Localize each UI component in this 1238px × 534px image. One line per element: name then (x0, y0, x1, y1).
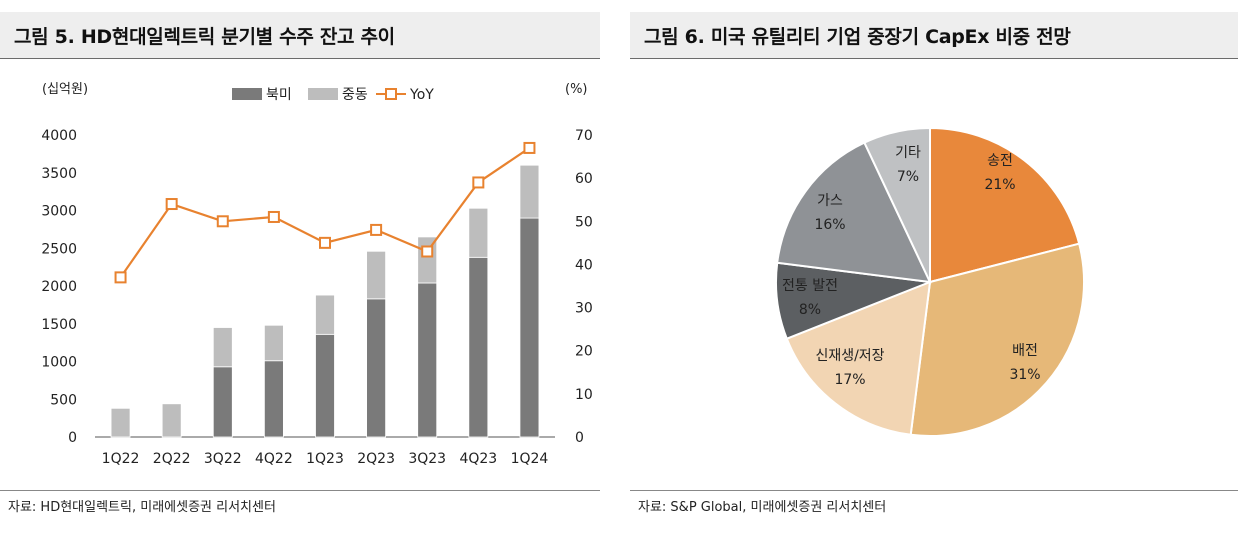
y-right-tick-label: 30 (575, 301, 593, 317)
y-left-tick-label: 4000 (41, 128, 77, 144)
pie-label-배전: 배전 (1012, 343, 1038, 359)
pie-slice-송전 (929, 126, 1081, 284)
pie-slice-기타 (863, 126, 931, 283)
x-tick-label: 2Q22 (153, 451, 191, 467)
y-right-axis-title: (%) (565, 82, 588, 97)
y-left-tick-label: 0 (68, 430, 77, 446)
pie-label-기타: 기타 (895, 145, 921, 161)
x-tick-label: 1Q22 (102, 451, 140, 467)
bar-북미 (263, 360, 284, 438)
bar-북미 (315, 333, 335, 438)
pie-slice-배전 (909, 242, 1085, 437)
bar-북미 (519, 217, 540, 438)
left-title-bar: 그림 5. HD현대일렉트릭 분기별 수주 잔고 추이 (0, 12, 600, 59)
x-tick-label: 1Q23 (306, 451, 344, 467)
legend-label-북미: 북미 (266, 87, 292, 103)
yoy-point (319, 236, 331, 249)
right-title: 그림 6. 미국 유틸리티 기업 중장기 CapEx 비중 전망 (644, 26, 1071, 48)
legend-swatch-중동 (308, 88, 338, 100)
pie-pct-기타: 7% (897, 169, 919, 185)
bar-북미 (468, 256, 489, 438)
y-right-tick-label: 40 (575, 257, 593, 273)
y-right-tick-label: 70 (575, 128, 593, 144)
y-left-tick-label: 1500 (41, 317, 77, 333)
y-right-tick-label: 50 (575, 214, 593, 230)
bar-중동 (468, 207, 489, 258)
y-right-tick-label: 60 (575, 171, 593, 187)
left-title: 그림 5. HD현대일렉트릭 분기별 수주 잔고 추이 (14, 26, 395, 48)
pie-pct-송전: 21% (984, 177, 1015, 193)
y-right-tick-label: 10 (575, 387, 593, 403)
yoy-line (119, 147, 531, 279)
pie-label-전통 발전: 전통 발전 (782, 278, 838, 294)
yoy-point (267, 210, 280, 223)
right-source: 자료: S&P Global, 미래에셋증권 리서치센터 (638, 500, 887, 515)
left-source: 자료: HD현대일렉트릭, 미래에셋증권 리서치센터 (8, 500, 276, 515)
y-left-tick-label: 3500 (41, 166, 77, 182)
pie-slice-신재생/저장 (785, 280, 932, 436)
bar-중동 (366, 250, 387, 300)
yoy-point (114, 271, 127, 284)
legend-label-중동: 중동 (342, 87, 368, 103)
right-title-bar: 그림 6. 미국 유틸리티 기업 중장기 CapEx 비중 전망 (630, 12, 1238, 59)
pie-slice-가스 (776, 141, 932, 284)
x-tick-label: 4Q22 (255, 451, 293, 467)
y-left-tick-label: 1000 (41, 355, 77, 371)
y-right-tick-label: 20 (575, 344, 593, 360)
left-panel: 그림 5. HD현대일렉트릭 분기별 수주 잔고 추이 (십억원) (%) 0 500… (0, 0, 600, 534)
pie-pct-신재생/저장: 17% (834, 372, 865, 388)
pie-pct-배전: 31% (1009, 367, 1040, 383)
y-left-tick-label: 2500 (41, 241, 77, 257)
yoy-point (370, 223, 383, 236)
capex-pie-chart: 송전 21% 배전 31% 신재생/저장 17% 전통 발전 8% 가스 16% 기타 7% (775, 126, 1085, 437)
bar-중동 (212, 327, 233, 368)
x-tick-label: 3Q23 (408, 451, 446, 467)
bar-중동 (161, 403, 182, 438)
pie-label-송전: 송전 (987, 153, 1013, 169)
legend-label-YoY: YoY (409, 87, 434, 103)
yoy-point (216, 215, 229, 228)
bar-중동 (519, 164, 540, 219)
bar-북미 (212, 366, 233, 438)
order-backlog-chart: (십억원) (%)05001000150020002500300035004000… (41, 82, 593, 467)
yoy-point (472, 176, 485, 189)
yoy-point (421, 245, 434, 258)
x-tick-label: 3Q22 (204, 451, 242, 467)
y-left-tick-label: 3000 (41, 204, 77, 220)
right-source-divider (630, 490, 1238, 491)
yoy-point (165, 198, 178, 211)
y-left-tick-label: 500 (50, 392, 77, 408)
bar-중동 (110, 407, 131, 438)
x-tick-label: 4Q23 (459, 451, 497, 467)
x-tick-label: 1Q24 (511, 451, 549, 467)
pie-pct-전통 발전: 8% (799, 302, 821, 318)
bar-중동 (263, 324, 284, 362)
pie-pct-가스: 16% (814, 217, 845, 233)
bar-북미 (417, 282, 438, 438)
y-right-tick-label: 0 (575, 430, 584, 446)
pie-label-신재생/저장: 신재생/저장 (815, 348, 884, 364)
y-left-axis-title: (십억원) (42, 82, 88, 97)
bar-북미 (366, 298, 387, 438)
legend-marker-YoY (385, 88, 397, 100)
right-panel: 그림 6. 미국 유틸리티 기업 중장기 CapEx 비중 전망 송전 21% 배전… (630, 0, 1238, 534)
y-left-tick-label: 2000 (41, 279, 77, 295)
pie-label-가스: 가스 (817, 193, 843, 209)
bar-중동 (315, 294, 335, 335)
x-tick-label: 2Q23 (357, 451, 395, 467)
yoy-point (523, 141, 536, 154)
left-source-divider (0, 490, 600, 491)
legend-swatch-북미 (232, 88, 262, 100)
